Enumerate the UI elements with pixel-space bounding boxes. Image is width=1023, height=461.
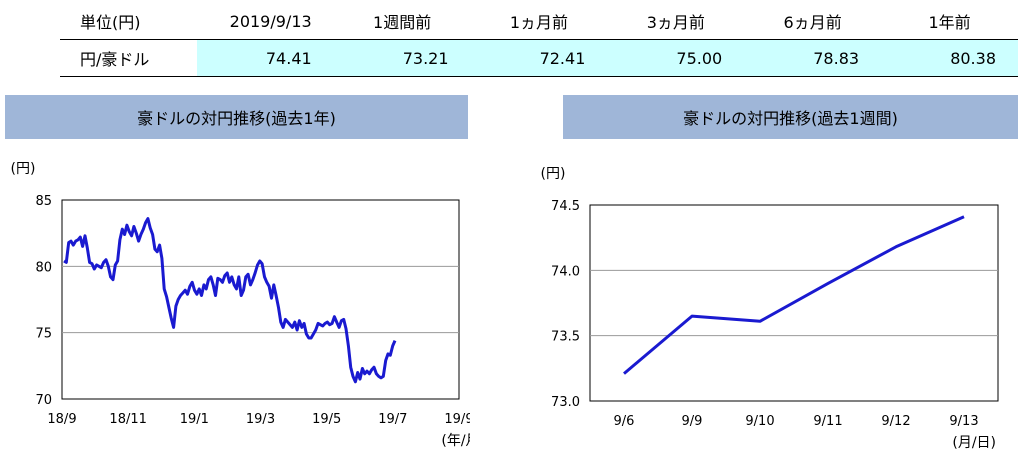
y-tick-label: 70	[35, 393, 52, 408]
x-tick-label: 9/6	[614, 414, 635, 429]
y-tick-label: 75	[35, 327, 52, 342]
x-tick-label: 19/9	[444, 412, 470, 427]
one-month-ago-header: 1ヵ月前	[470, 3, 608, 40]
chart-one-week: 74.5 74.0 73.5 73.0 (円) (月/日) 9/6 9/9 9/10 9/11 9/…	[541, 166, 999, 451]
x-tick-label: 19/3	[246, 412, 275, 427]
x-tick-label: 9/10	[745, 414, 774, 429]
rate-one-month-ago: 72.41	[470, 39, 608, 77]
three-months-ago-header: 3ヵ月前	[607, 3, 745, 40]
rate-three-months-ago: 75.00	[607, 39, 745, 77]
plot-area-border	[61, 199, 460, 400]
chart2-title: 豪ドルの対円推移(過去1週間)	[563, 95, 1018, 139]
rate-current: 74.41	[196, 39, 334, 77]
chart1-title: 豪ドルの対円推移(過去1年)	[5, 95, 468, 139]
y-tick-label: 73.0	[551, 395, 580, 410]
y-tick-label: 74.5	[551, 199, 580, 214]
rates-table-header: 単位(円) 2019/9/13 1週間前 1ヵ月前 3ヵ月前 6ヵ月前 1年前	[60, 3, 1018, 40]
x-tick-label: 18/11	[109, 412, 146, 427]
series-line	[623, 215, 965, 375]
x-tick-label: 9/11	[813, 414, 842, 429]
x-tick-label: 9/12	[881, 414, 910, 429]
y-tick-label: 74.0	[551, 264, 580, 279]
rate-one-year-ago: 80.38	[881, 39, 1018, 77]
one-week-ago-header: 1週間前	[333, 3, 471, 40]
unit-header: 単位(円)	[60, 3, 197, 40]
rate-six-months-ago: 78.83	[744, 39, 882, 77]
x-tick-label: 9/9	[682, 414, 703, 429]
rate-one-week-ago: 73.21	[333, 39, 471, 77]
date-header: 2019/9/13	[196, 3, 334, 40]
one-year-ago-header: 1年前	[881, 3, 1018, 40]
rates-table: 単位(円) 2019/9/13 1週間前 1ヵ月前 3ヵ月前 6ヵ月前 1年前 …	[60, 3, 1018, 77]
six-months-ago-header: 6ヵ月前	[744, 3, 882, 40]
y-tick-label: 73.5	[551, 330, 580, 345]
x-tick-label: 9/13	[949, 414, 978, 429]
rates-table-row: 円/豪ドル 74.41 73.21 72.41 75.00 78.83 80.3…	[60, 39, 1018, 77]
plot-area-border	[589, 204, 999, 402]
chart-one-year: 85 80 75 70 (円) (年/月) 18/9 18/11 19/1 19/3 19/5 19/…	[11, 161, 470, 449]
y-axis-label: (円)	[11, 161, 36, 177]
x-tick-label: 19/1	[180, 412, 209, 427]
currency-pair-label: 円/豪ドル	[60, 39, 197, 77]
x-axis-label: (年/月)	[441, 433, 470, 449]
x-axis-label: (月/日)	[952, 435, 996, 451]
series-line	[63, 217, 397, 384]
y-tick-label: 85	[35, 194, 52, 209]
x-tick-label: 19/7	[378, 412, 407, 427]
x-tick-label: 18/9	[47, 412, 76, 427]
y-axis-label: (円)	[541, 166, 566, 182]
x-tick-label: 19/5	[312, 412, 341, 427]
y-tick-label: 80	[35, 260, 52, 275]
